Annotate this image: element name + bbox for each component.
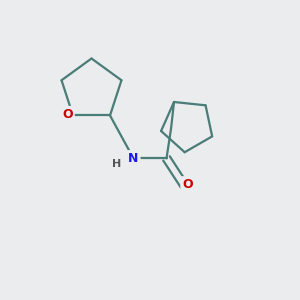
- Text: H: H: [112, 159, 122, 170]
- Text: O: O: [62, 108, 73, 121]
- Text: N: N: [128, 152, 139, 165]
- Text: O: O: [182, 178, 193, 191]
